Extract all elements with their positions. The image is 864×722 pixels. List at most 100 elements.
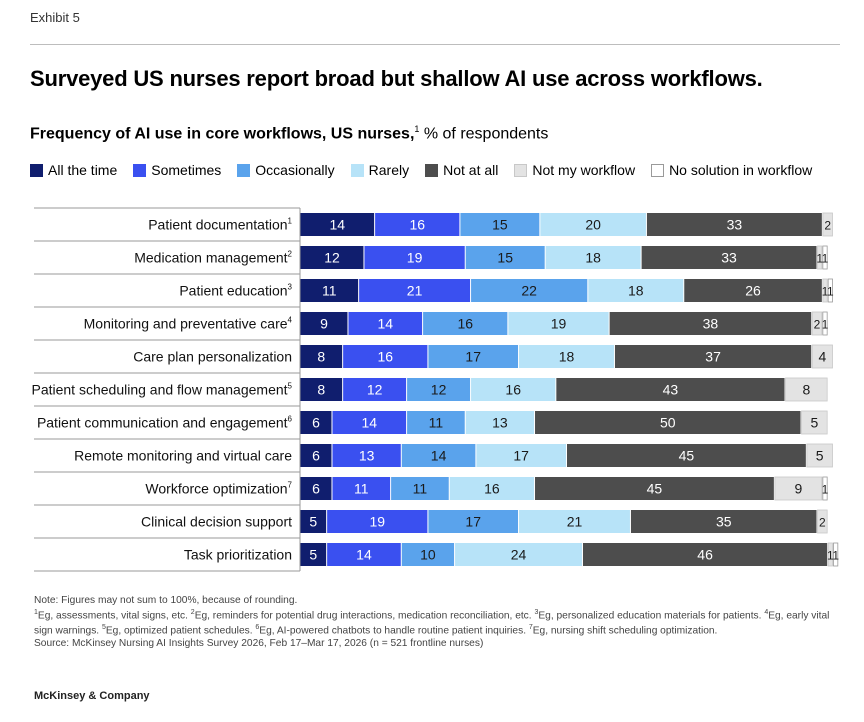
data-label: 50 (660, 415, 676, 431)
data-label: 10 (420, 547, 436, 563)
legend-swatch (133, 163, 147, 177)
category-footnote-marker: 4 (288, 316, 293, 325)
bar-segment (471, 279, 588, 302)
bar-segment (449, 477, 535, 500)
bar-segment (401, 543, 455, 566)
data-label: 17 (513, 448, 529, 464)
footnotes: 1Eg, assessments, vital signs, etc. 2Eg,… (34, 607, 844, 638)
legend-swatch (237, 163, 251, 177)
legend-label: Not my workflow (532, 162, 636, 178)
data-label: 24 (511, 547, 527, 563)
data-label: 1 (822, 483, 829, 497)
data-label: 9 (320, 316, 328, 332)
bar-segment (567, 444, 806, 467)
bar-segment (519, 345, 614, 368)
bar-segment (332, 411, 407, 434)
data-label: 18 (628, 283, 644, 299)
data-label: 5 (816, 448, 824, 464)
data-label: 6 (312, 448, 320, 464)
bar-segment (811, 311, 823, 336)
bar-segment (774, 476, 823, 501)
bar-segment (630, 510, 817, 533)
category-label: Patient education3 (179, 283, 292, 299)
footnote-marker: 7 (528, 624, 533, 632)
bar-segment (327, 543, 401, 566)
bar-segment (785, 377, 828, 402)
brand-name: McKinsey & Company (34, 690, 150, 702)
category-label-text: Clinical decision support (141, 514, 292, 530)
legend-label: All the time (48, 162, 118, 178)
data-label: 8 (317, 382, 325, 398)
bar-segment (327, 510, 428, 533)
bar-segment (300, 312, 348, 335)
category-footnote-marker: 6 (288, 415, 293, 424)
bar-segment (540, 213, 646, 236)
bar-segment (343, 345, 428, 368)
bar-segment (822, 245, 828, 270)
data-label: 5 (810, 415, 818, 431)
bar-segment (428, 345, 519, 368)
bar-segment (300, 477, 332, 500)
bar-segment (609, 312, 812, 335)
footnote-marker: 4 (764, 609, 769, 616)
bar-segment (641, 246, 817, 269)
bar-segment (348, 312, 423, 335)
data-label: 1 (816, 252, 823, 266)
category-label-text: Patient communication and engagement (37, 415, 288, 431)
category-label-text: Patient education (179, 283, 287, 299)
legend-label: Rarely (368, 162, 410, 178)
bar-segment (460, 213, 540, 236)
category-label-text: Monitoring and preventative care (84, 316, 288, 332)
category-label-text: Remote monitoring and virtual care (74, 448, 292, 464)
bar-segment (827, 278, 833, 303)
data-label: 2 (814, 318, 821, 332)
bar-segment (614, 345, 812, 368)
chart-subtitle: Frequency of AI use in core workflows, U… (30, 124, 548, 143)
bar-segment (423, 312, 508, 335)
data-label: 15 (492, 217, 508, 233)
data-label: 11 (429, 415, 444, 431)
category-label-text: Workforce optimization (145, 481, 287, 497)
category-label: Monitoring and preventative care4 (84, 316, 293, 332)
data-label: 46 (697, 547, 713, 563)
data-label: 6 (312, 415, 320, 431)
bar-segment (822, 278, 828, 303)
bar-segment (300, 213, 375, 236)
data-label: 16 (484, 481, 500, 497)
stacked-bar-chart: Patient documentation1 14 16 15 20 33 2Medicat… (31, 207, 839, 572)
category-label-text: Care plan personalization (133, 349, 292, 365)
footnote-text: Eg, early vital sign warnings. (34, 610, 830, 637)
data-label: 1 (832, 549, 839, 563)
bar-segment (300, 246, 364, 269)
category-label: Medication management2 (134, 250, 292, 266)
bar-segment (535, 477, 774, 500)
data-label: 21 (567, 514, 583, 530)
data-label: 22 (521, 283, 537, 299)
category-label-text: Patient documentation (148, 217, 287, 233)
data-label: 33 (727, 217, 743, 233)
legend-label: No solution in workflow (669, 162, 813, 178)
bar-segment (476, 444, 566, 467)
data-label: 38 (703, 316, 719, 332)
bar-segment (806, 443, 833, 468)
legend-item: Not at all (425, 162, 498, 178)
data-label: 13 (492, 415, 508, 431)
data-label: 13 (359, 448, 375, 464)
bar-segment (822, 311, 828, 336)
legend-swatch (30, 163, 43, 177)
data-label: 14 (377, 316, 393, 332)
data-label: 43 (663, 382, 679, 398)
bar-segment (465, 246, 545, 269)
data-label: 4 (818, 349, 826, 365)
bar-segment (332, 444, 401, 467)
exhibit-label: Exhibit 5 (30, 10, 80, 25)
data-label: 19 (369, 514, 385, 530)
category-label: Care plan personalization (133, 349, 292, 365)
data-label: 12 (367, 382, 383, 398)
bar-segment (300, 510, 327, 533)
category-label: Clinical decision support (141, 514, 292, 530)
category-footnote-marker: 3 (288, 283, 293, 292)
bar-segment (801, 410, 828, 435)
data-label: 9 (794, 481, 802, 497)
data-label: 19 (407, 250, 423, 266)
